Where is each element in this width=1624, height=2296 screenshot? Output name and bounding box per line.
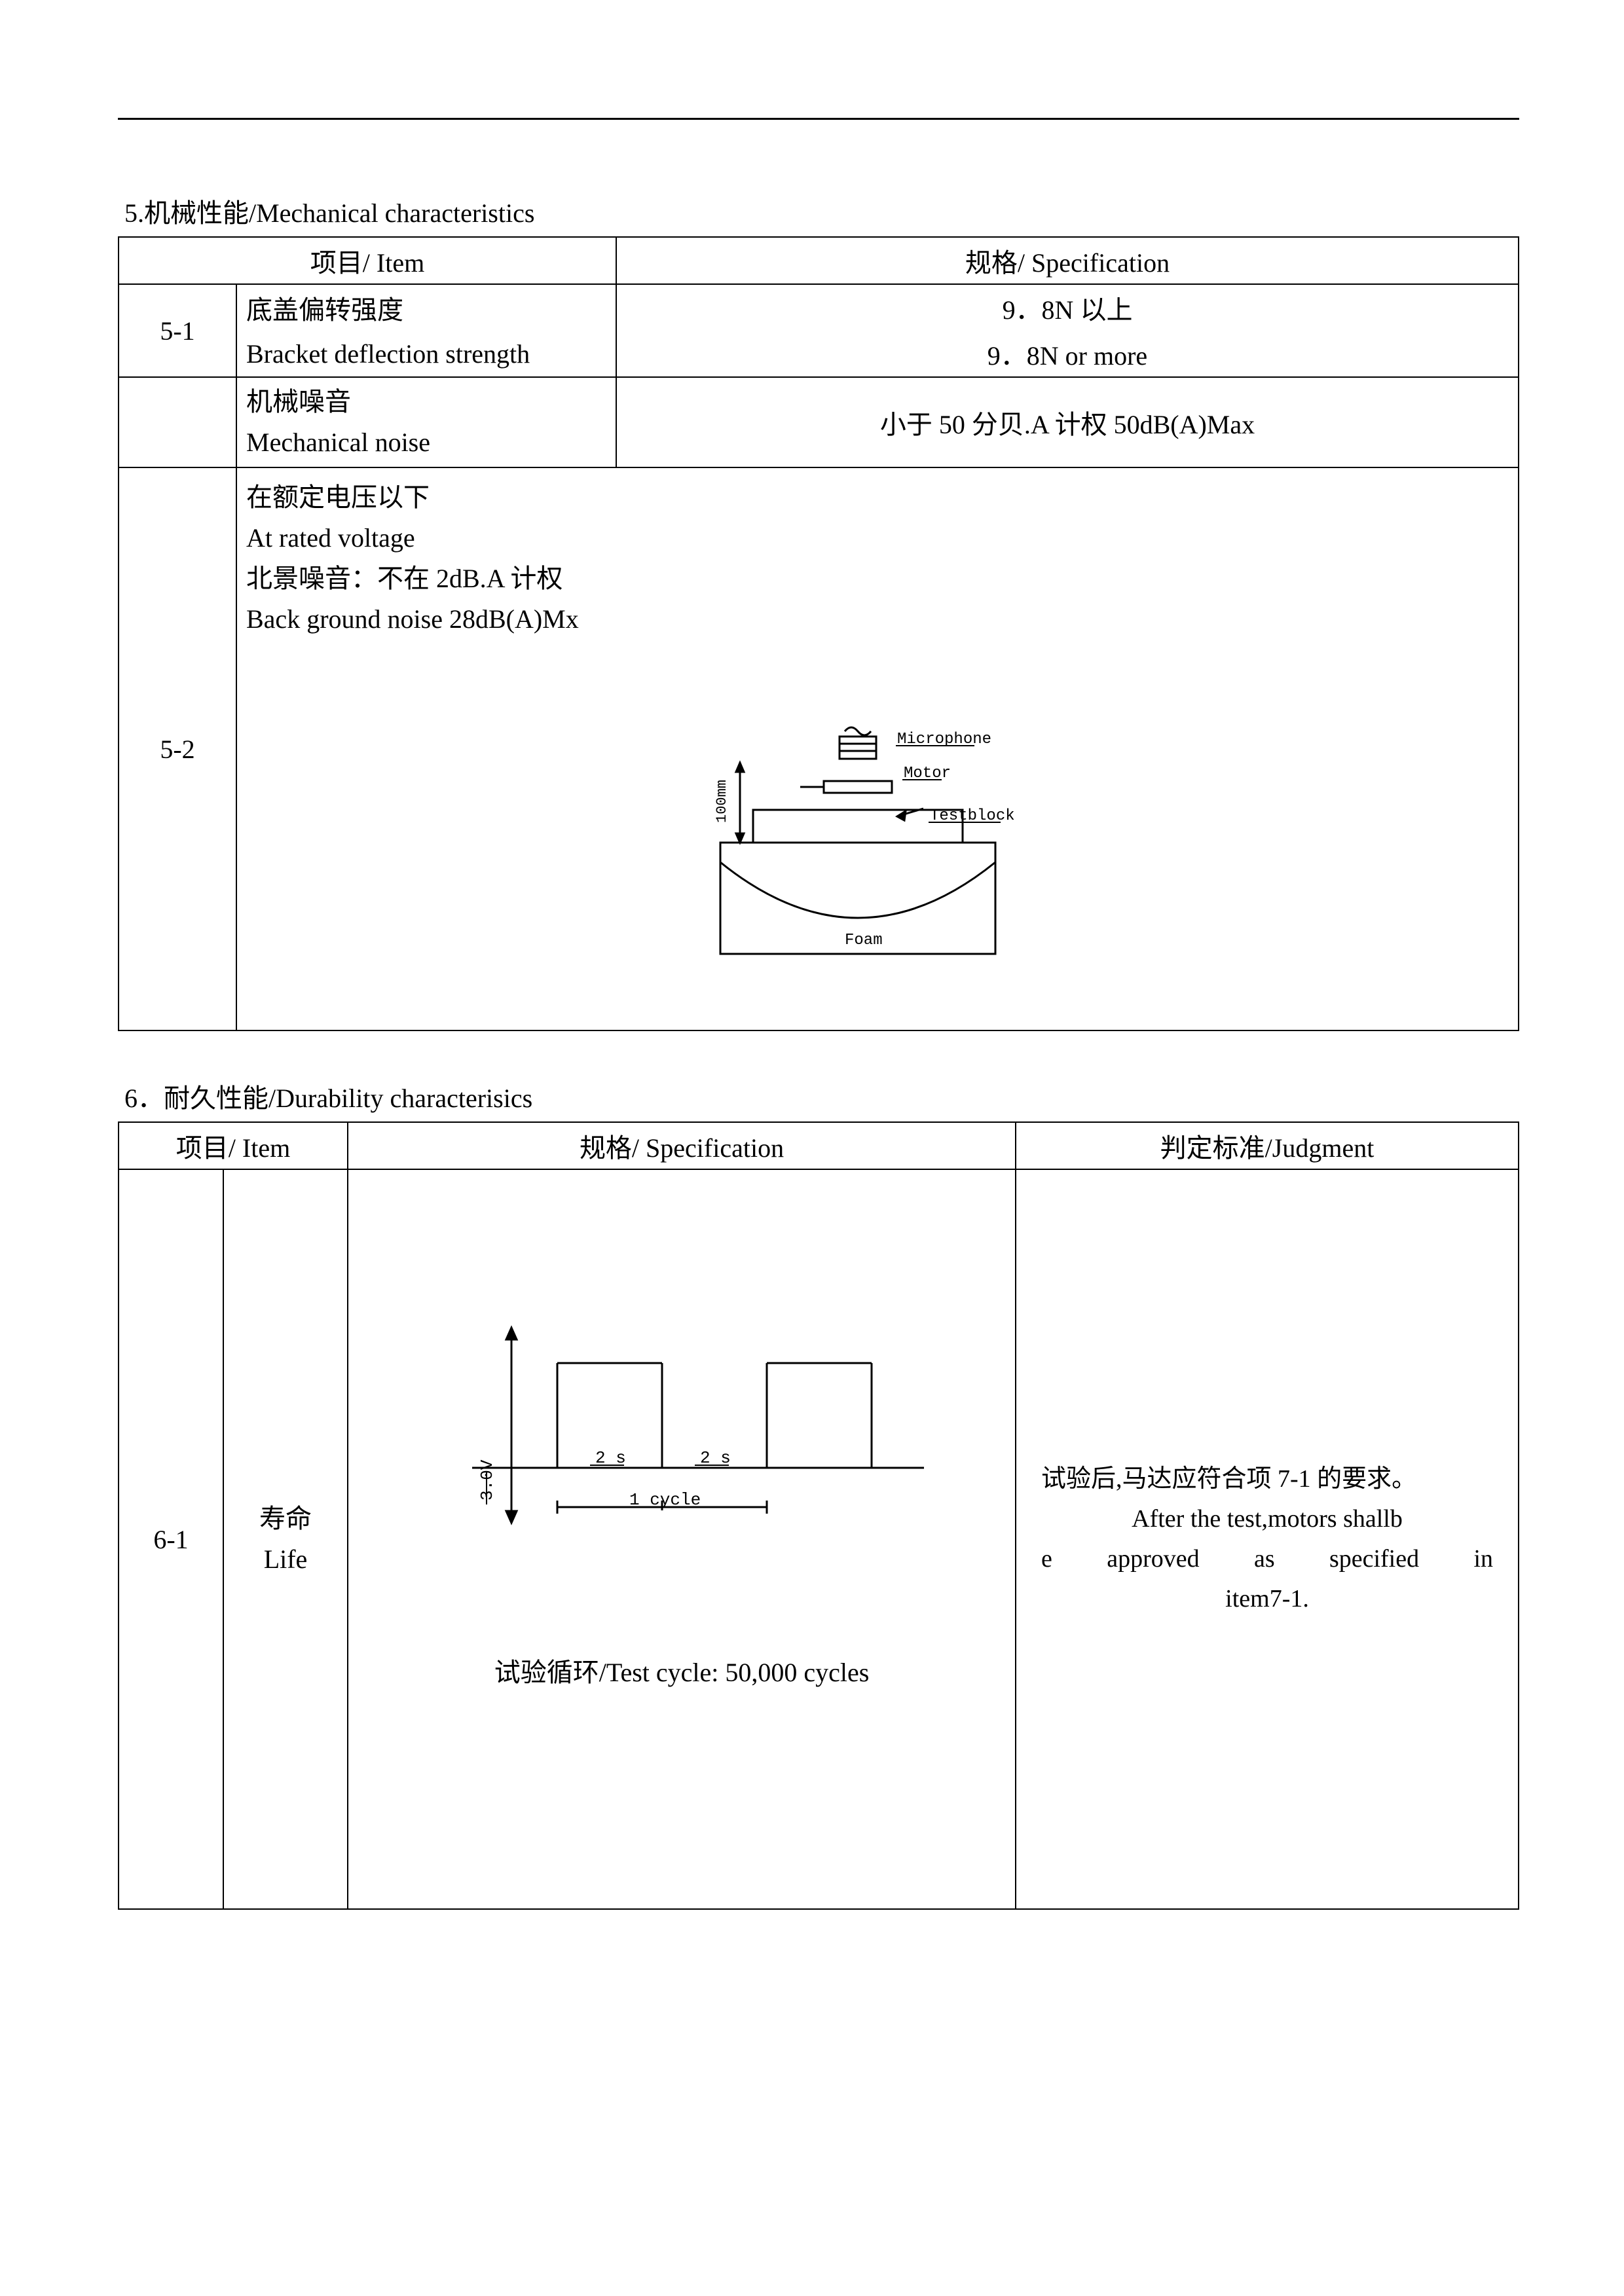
table-row: Bracket deflection strength 9．8N or more [119,331,1519,377]
section6-title: 6．耐久性能/Durability characterisics [118,1077,1519,1115]
table-row: 机械噪音 Mechanical noise 小于 50 分贝.A 计权 50dB… [119,377,1519,467]
microphone-diagram: Microphone Motor Testblock Foam 100mm [246,699,1509,1013]
table-section6: 项目/ Item 规格/ Specification 判定标准/Judgment… [118,1121,1519,1910]
noise-spec: 小于 50 分贝.A 计权 50dB(A)Max [616,377,1519,467]
item-6-1-cn: 寿命 [233,1499,338,1539]
top-rule [118,118,1519,120]
table-row: 项目/ Item 规格/ Specification 判定标准/Judgment [119,1122,1519,1169]
cycle-label: 1 cycle [629,1490,701,1510]
table-row: 6-1 寿命 Life [119,1169,1519,1909]
timing-diagram-svg: 2 s 2 s 1 cycle 3.0V [413,1311,950,1586]
noise-cn: 机械噪音 [246,382,606,422]
row-id-5-2: 5-2 [119,467,236,1030]
label-height: 100mm [714,780,730,823]
item-en: Bracket deflection strength [236,331,616,377]
noise-item: 机械噪音 Mechanical noise [236,377,616,467]
spec-cn: 9．8N 以上 [616,284,1519,331]
table-section5: 项目/ Item 规格/ Specification 5-1 底盖偏转强度 9．… [118,236,1519,1031]
timing-diagram: 2 s 2 s 1 cycle 3.0V [358,1271,1006,1612]
judgment-6-1: 试验后,马达应符合项 7-1 的要求。 After the test,motor… [1016,1169,1519,1909]
section5-title: 5.机械性能/Mechanical characteristics [118,192,1519,230]
spec-en: 9．8N or more [616,331,1519,377]
spec-6-1: 2 s 2 s 1 cycle 3.0V 试验循环/Test cycle: 50… [348,1169,1016,1909]
cond-2: At rated voltage [246,518,1509,558]
header6-judgment: 判定标准/Judgment [1016,1122,1519,1169]
mic-diagram-svg: Microphone Motor Testblock Foam 100mm [648,712,1107,987]
row-id-6-1: 6-1 [119,1169,223,1909]
label-foam: Foam [845,932,883,949]
judgment-line-4: item7-1. [1041,1579,1493,1619]
header-item: 项目/ Item [119,237,616,284]
item-6-1-en: Life [233,1539,338,1580]
table-row: 5-2 在额定电压以下 At rated voltage 北景噪音：不在 2dB… [119,467,1519,1030]
row-id-blank [119,377,236,467]
header-spec: 规格/ Specification [616,237,1519,284]
judgment-line-1: 试验后,马达应符合项 7-1 的要求。 [1041,1459,1493,1499]
item-6-1: 寿命 Life [223,1169,348,1909]
cond-4: Back ground noise 28dB(A)Mx [246,599,1509,640]
header6-item: 项目/ Item [119,1122,348,1169]
page: 5.机械性能/Mechanical characteristics 项目/ It… [0,0,1624,2296]
noise-en: Mechanical noise [246,422,606,463]
row-id-5-1: 5-1 [119,284,236,377]
item-cn: 底盖偏转强度 [236,284,616,331]
test-cycle-text: 试验循环/Test cycle: 50,000 cycles [358,1651,1006,1689]
conditions-block: 在额定电压以下 At rated voltage 北景噪音：不在 2dB.A 计… [246,477,1509,640]
header6-spec: 规格/ Specification [348,1122,1016,1169]
table-row: 5-1 底盖偏转强度 9．8N 以上 [119,284,1519,331]
cond-3: 北景噪音：不在 2dB.A 计权 [246,558,1509,599]
cond-1: 在额定电压以下 [246,477,1509,518]
judgment-line-2: After the test,motors shallb [1041,1499,1493,1539]
cell-5-2-body: 在额定电压以下 At rated voltage 北景噪音：不在 2dB.A 计… [236,467,1519,1030]
judgment-line-3: e approved as specified in [1041,1539,1493,1579]
table-row: 项目/ Item 规格/ Specification [119,237,1519,284]
